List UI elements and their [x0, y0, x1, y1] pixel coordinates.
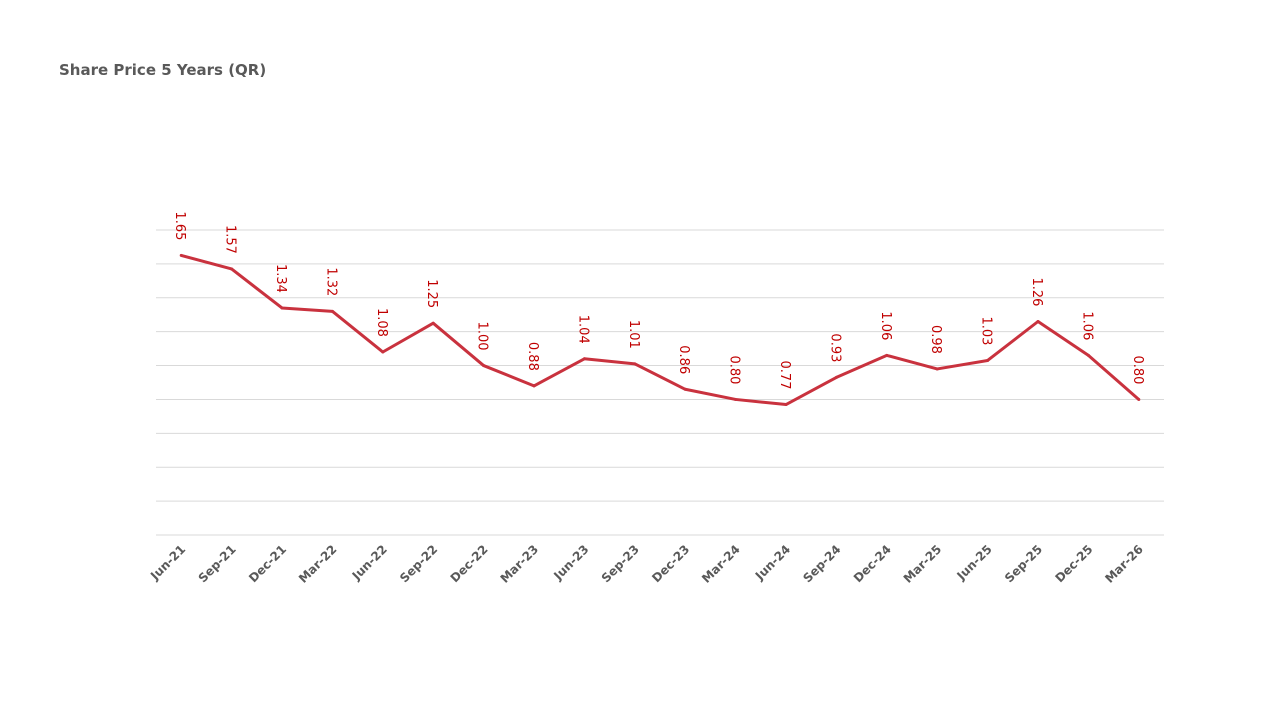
x-tick-label: Jun-24: [752, 542, 793, 583]
x-tick-label: Jun-23: [550, 542, 591, 583]
data-point: [482, 364, 486, 368]
data-label: 0.98: [928, 325, 943, 354]
x-tick-label: Dec-23: [649, 542, 692, 585]
series-line: [180, 253, 1140, 407]
x-tick-label: Sep-22: [397, 542, 440, 585]
data-label: 1.57: [223, 225, 238, 254]
x-tick-label: Mar-22: [296, 542, 340, 586]
x-tick-label: Jun-21: [147, 542, 188, 583]
data-point: [834, 375, 838, 379]
data-point: [582, 357, 586, 361]
x-tick-label: Mar-23: [498, 542, 542, 586]
data-point: [986, 358, 990, 362]
x-tick-label: Sep-21: [196, 542, 239, 585]
data-point: [1086, 353, 1090, 357]
x-tick-label: Sep-23: [599, 542, 642, 585]
data-label: 0.80: [727, 355, 742, 384]
data-label: 1.06: [878, 311, 893, 340]
data-point: [633, 362, 637, 366]
data-label: 1.26: [1029, 278, 1044, 307]
data-point: [330, 309, 334, 313]
x-tick-label: Mar-24: [699, 542, 743, 586]
data-point: [1137, 397, 1141, 401]
data-point: [935, 367, 939, 371]
data-point: [885, 353, 889, 357]
data-point: [683, 387, 687, 391]
data-point: [1036, 320, 1040, 323]
x-tick-label: Jun-22: [349, 542, 390, 583]
data-label: 0.77: [777, 361, 792, 390]
data-label: 0.80: [1130, 355, 1145, 384]
data-point: [784, 403, 788, 407]
data-point: [431, 321, 435, 325]
x-tick-label: Dec-24: [851, 542, 894, 585]
x-tick-label: Mar-26: [1102, 542, 1146, 586]
data-point: [381, 350, 385, 354]
data-label: 1.32: [323, 267, 338, 296]
x-tick-label: Sep-25: [1002, 542, 1045, 585]
x-tick-label: Jun-25: [954, 542, 995, 583]
chart-title: Share Price 5 Years (QR): [59, 61, 267, 79]
data-label: 1.65: [172, 211, 187, 240]
data-label: 0.93: [827, 333, 842, 362]
data-point: [734, 397, 738, 401]
data-point: [280, 306, 284, 310]
data-point: [532, 384, 536, 388]
data-label: 0.86: [676, 345, 691, 374]
x-tick-label: Sep-24: [800, 542, 843, 585]
data-label: 1.25: [424, 279, 439, 308]
x-tick-label: Mar-25: [901, 542, 945, 586]
data-label: 1.01: [626, 320, 641, 349]
data-label: 0.88: [525, 342, 540, 371]
data-point: [230, 267, 234, 271]
x-tick-label: Dec-25: [1052, 542, 1095, 585]
data-point: [179, 253, 183, 257]
data-label: 1.08: [374, 308, 389, 337]
x-tick-label: Dec-21: [246, 542, 289, 585]
data-label: 1.03: [979, 316, 994, 345]
data-label: 1.34: [273, 264, 288, 293]
data-label: 1.06: [1079, 311, 1094, 340]
x-tick-label: Dec-22: [448, 542, 491, 585]
data-label: 1.04: [575, 315, 590, 344]
data-label: 1.00: [475, 322, 490, 351]
